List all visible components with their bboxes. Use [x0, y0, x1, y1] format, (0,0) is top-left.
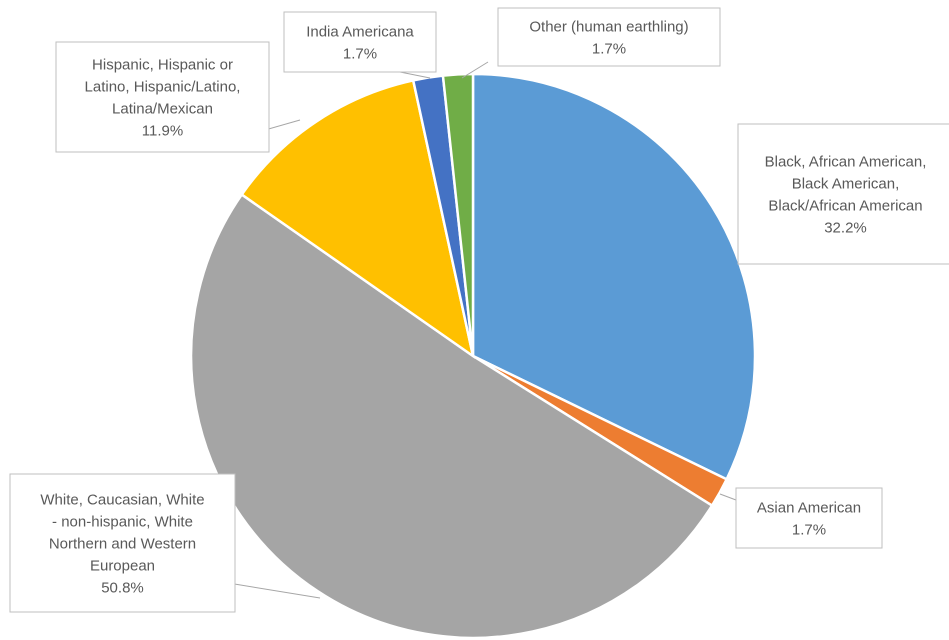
data-label-category-white: White, Caucasian, White: [40, 492, 204, 509]
data-label-category-other: Other (human earthling): [529, 19, 688, 36]
leader-line-india: [399, 71, 431, 79]
data-label-category-white: European: [90, 558, 155, 575]
data-label-india: India Americana 1.7%: [283, 11, 437, 73]
data-label-percent-india: 1.7%: [343, 46, 377, 63]
data-label-white: White, Caucasian, White - non-hispanic, W…: [9, 473, 236, 613]
data-label-category-hispanic: Latino, Hispanic/Latino,: [85, 79, 241, 96]
data-label-category-hispanic: Latina/Mexican: [112, 101, 213, 118]
data-label-percent-asian: 1.7%: [792, 522, 826, 539]
data-label-box-india: [283, 11, 437, 73]
data-label-category-black: Black/African American: [768, 198, 922, 215]
pie-slice-black: [471, 72, 757, 481]
pie-slice-other: [441, 72, 475, 357]
data-label-category-black: Black, African American,: [765, 154, 927, 171]
data-label-black: Black, African American, Black American, B…: [737, 123, 949, 265]
data-label-category-black: Black American,: [792, 176, 900, 193]
data-label-box-white: [9, 473, 236, 613]
data-label-category-white: - non-hispanic, White: [52, 514, 193, 531]
data-label-asian: Asian American 1.7%: [735, 487, 883, 549]
data-label-category-asian: Asian American: [757, 500, 861, 517]
data-label-category-india: India Americana: [306, 24, 414, 41]
pie-slices: [189, 72, 757, 640]
data-label-category-white: Northern and Western: [49, 536, 196, 553]
data-labels: Black, African American, Black American, B…: [9, 7, 949, 613]
data-label-category-hispanic: Hispanic, Hispanic or: [92, 57, 233, 74]
data-label-percent-other: 1.7%: [592, 41, 626, 58]
data-label-box-hispanic: [55, 41, 270, 153]
data-label-other: Other (human earthling) 1.7%: [497, 7, 721, 67]
data-label-hispanic: Hispanic, Hispanic or Latino, Hispanic/La…: [55, 41, 270, 153]
leader-line-other: [461, 61, 489, 79]
pie-slice-white: [189, 192, 714, 640]
pie-slice-hispanic: [240, 78, 475, 359]
data-label-box-other: [497, 7, 721, 67]
leader-line-asian: [719, 493, 737, 501]
data-label-percent-hispanic: 11.9%: [142, 123, 183, 140]
data-label-percent-black: 32.2%: [824, 220, 867, 237]
data-label-box-asian: [735, 487, 883, 549]
data-label-box-black: [737, 123, 949, 265]
data-label-percent-white: 50.8%: [101, 580, 144, 597]
